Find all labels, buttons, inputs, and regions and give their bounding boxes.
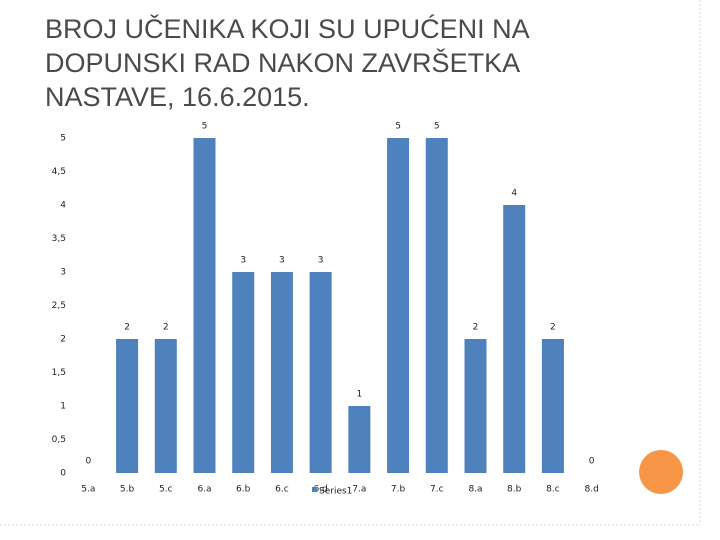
value-label: 5 [434, 122, 440, 132]
bar [154, 339, 177, 473]
x-tick-label: 8.d [584, 485, 598, 495]
bar [348, 406, 371, 473]
bar [309, 272, 332, 473]
y-tick-label: 4 [60, 201, 66, 211]
x-tick-label: 6.a [197, 485, 211, 495]
y-tick-label: 0,5 [52, 435, 66, 445]
value-label: 0 [589, 457, 595, 467]
bar [193, 138, 216, 473]
value-label: 4 [511, 189, 517, 199]
legend-swatch [312, 487, 317, 492]
y-tick-label: 3 [60, 268, 66, 278]
value-label: 3 [279, 256, 285, 266]
bar [387, 138, 410, 473]
value-label: 0 [85, 457, 91, 467]
value-label: 3 [240, 256, 246, 266]
value-label: 1 [356, 390, 362, 400]
bar [116, 339, 139, 473]
bar [425, 138, 448, 473]
value-label: 3 [318, 256, 324, 266]
chart-title: BROJ UČENIKA KOJI SU UPUĆENI NA DOPUNSKI… [45, 14, 529, 112]
x-tick-label: 8.a [468, 485, 482, 495]
value-label: 2 [550, 323, 556, 333]
x-tick-label: 5.b [120, 485, 135, 495]
x-tick-label: 5.c [159, 485, 173, 495]
bar [541, 339, 564, 473]
y-tick-label: 4,5 [52, 167, 66, 177]
legend-label: Series1 [319, 487, 352, 497]
value-label: 2 [163, 323, 169, 333]
y-tick-label: 1 [60, 402, 66, 412]
y-tick-label: 2,5 [52, 301, 66, 311]
value-label: 5 [202, 122, 208, 132]
x-tick-label: 6.c [275, 485, 289, 495]
value-label: 2 [124, 323, 130, 333]
bar [270, 272, 293, 473]
bar [503, 205, 526, 473]
y-tick-label: 3,5 [52, 234, 66, 244]
x-tick-label: 7.c [430, 485, 444, 495]
decoration-circle [639, 450, 683, 494]
x-tick-label: 8.b [507, 485, 522, 495]
x-tick-label: 7.a [352, 485, 366, 495]
y-tick-label: 2 [60, 335, 66, 345]
x-tick-label: 6.d [313, 485, 327, 495]
y-tick-label: 5 [60, 134, 66, 144]
value-label: 5 [395, 122, 401, 132]
x-tick-label: 8.c [546, 485, 560, 495]
x-tick-label: 6.b [236, 485, 251, 495]
y-tick-label: 1,5 [52, 368, 66, 378]
value-label: 2 [473, 323, 479, 333]
bar [232, 272, 255, 473]
x-tick-label: 5.a [81, 485, 95, 495]
bar [464, 339, 487, 473]
y-tick-label: 0 [60, 469, 66, 479]
x-tick-label: 7.b [391, 485, 406, 495]
